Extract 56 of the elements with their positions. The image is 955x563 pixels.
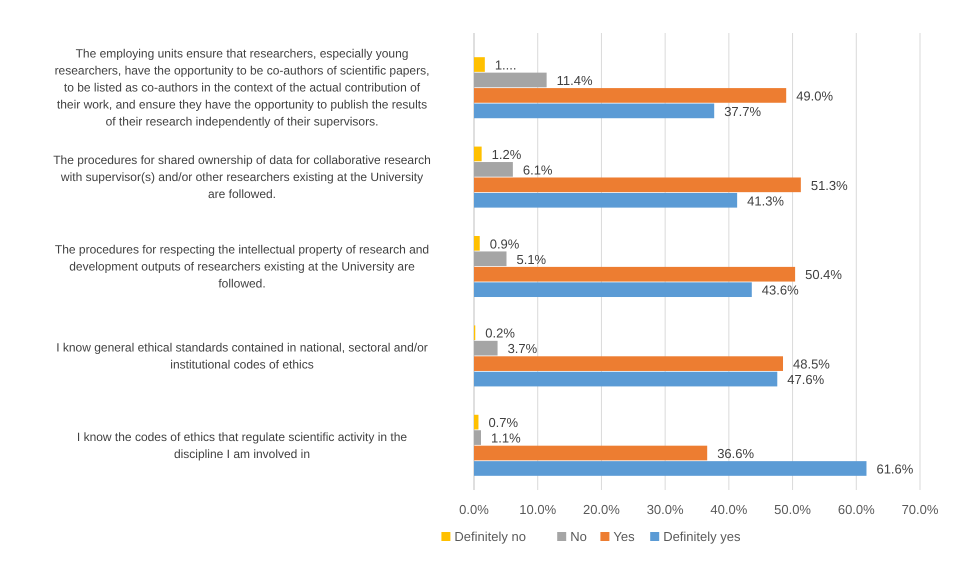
- legend-label: Definitely yes: [663, 529, 742, 544]
- bar: [474, 177, 801, 192]
- bar: [474, 266, 796, 282]
- x-tick-label: 10.0%: [519, 502, 557, 517]
- data-label: 37.7%: [724, 104, 762, 119]
- data-label: 0.9%: [490, 236, 520, 252]
- x-tick-label: 40.0%: [710, 502, 748, 517]
- data-label: 0.7%: [488, 415, 519, 430]
- data-label: 50.4%: [805, 267, 842, 282]
- data-label: 47.6%: [787, 372, 825, 388]
- bar: [474, 104, 714, 118]
- bar: [474, 72, 547, 88]
- data-label: 3.7%: [508, 341, 538, 356]
- legend-label: Yes: [613, 529, 636, 544]
- bar: [474, 236, 480, 251]
- data-label: 6.1%: [522, 162, 553, 178]
- bar: [474, 372, 778, 386]
- bar: [474, 446, 708, 460]
- y-tick-label: I know general ethical standards contained in national, sectoral and/or institutional codes of ethics: [56, 340, 428, 372]
- y-tick-label: The procedures for shared ownership of data for collaborative research with supervisor(s) and/or other researchers existing at the University are followed.: [53, 153, 431, 202]
- x-tick-label: 0.0%: [459, 502, 490, 517]
- data-label: 11.4%: [556, 72, 593, 88]
- bar: [474, 282, 752, 298]
- x-tick-label: 60.0%: [838, 502, 876, 517]
- y-tick-label: The procedures for respecting the intellectual property of research and development outputs of researchers existing at the University are followed.: [54, 242, 430, 290]
- data-label: 36.6%: [717, 446, 754, 462]
- data-label: 49.0%: [796, 88, 834, 104]
- data-label: 0.2%: [485, 326, 516, 341]
- data-label: 1.1%: [491, 430, 522, 446]
- bar: [474, 162, 513, 177]
- bar: [474, 414, 478, 430]
- bar: [474, 340, 498, 356]
- data-label: 1.2%: [492, 146, 522, 162]
- y-tick-label: I know the codes of ethics that regulate scientific activity in the discipline I am involved in: [76, 430, 408, 461]
- bar: [474, 461, 866, 476]
- bar: [474, 356, 784, 371]
- data-label: 5.1%: [516, 252, 547, 267]
- x-tick-label: 20.0%: [582, 502, 620, 517]
- legend-label: No: [570, 529, 587, 544]
- bar: [474, 57, 485, 72]
- data-label: 51.3%: [810, 178, 848, 193]
- x-tick-label: 30.0%: [646, 502, 684, 517]
- bar: [474, 88, 786, 103]
- legend-label: Definitely no: [454, 529, 526, 544]
- data-label: 1....: [494, 58, 517, 73]
- bar: [474, 146, 482, 162]
- y-tick-label: The employing units ensure that researchers, especially young researchers, have the opportunity to be co-authors of scientific papers, to be listed as co-authors in the context of the actual contribution of their work, and ensure they have the opportunity to publish the results of their research independently of their supervisors.: [54, 46, 430, 129]
- bar: [474, 251, 506, 266]
- bar: [474, 430, 482, 445]
- bar: [474, 192, 738, 208]
- data-label: 41.3%: [747, 193, 784, 208]
- x-tick-label: 50.0%: [774, 502, 812, 517]
- data-label: 43.6%: [762, 282, 800, 298]
- x-tick-label: 70.0%: [902, 502, 939, 517]
- data-label: 61.6%: [876, 461, 914, 476]
- data-label: 48.5%: [793, 356, 830, 372]
